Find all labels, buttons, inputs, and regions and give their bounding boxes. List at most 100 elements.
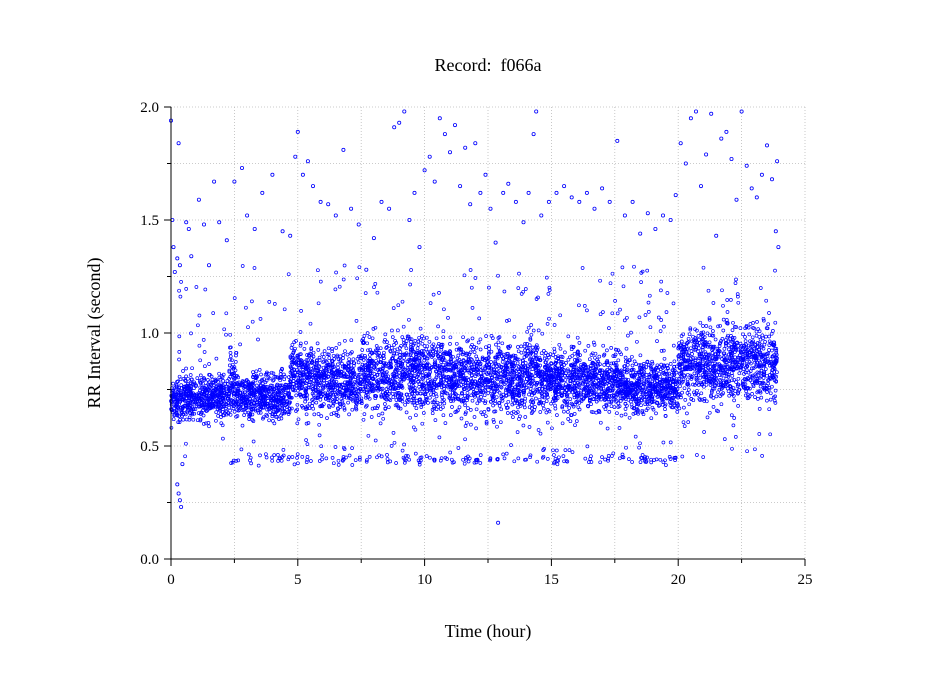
band-point-1077: [235, 380, 239, 385]
band-point-4696: [773, 388, 778, 393]
band-point-102: [186, 376, 190, 381]
band-point-328: [191, 400, 195, 404]
band-point-313: [189, 377, 194, 382]
band-point-2494: [428, 395, 432, 400]
band-point-1660: [304, 407, 308, 411]
band-point-1172: [297, 365, 302, 370]
band-point-1671: [356, 373, 361, 377]
band-point-2631: [479, 395, 483, 399]
band-point-1668: [335, 397, 339, 401]
band-point-596: [232, 377, 237, 382]
band-point-1187: [300, 372, 305, 377]
band-point-1685: [339, 382, 344, 387]
band-point-1069: [265, 403, 270, 408]
band-point-1607: [310, 391, 315, 396]
band-point-89: [170, 407, 174, 412]
band-point-2457: [383, 337, 387, 342]
band-point-830: [282, 411, 287, 416]
band-point-3065: [495, 389, 500, 393]
band-point-53: [174, 410, 179, 415]
band-point-4581: [675, 410, 680, 414]
band-point-3808: [538, 410, 543, 414]
band-point-1653: [340, 398, 345, 403]
band-point-2697: [484, 345, 488, 350]
band-point-67: [175, 402, 179, 407]
band-point-957: [266, 390, 271, 394]
band-point-522: [210, 391, 215, 396]
band-point-1651: [356, 386, 360, 390]
band-point-989: [287, 406, 292, 411]
band-point-3905: [573, 423, 577, 428]
band-point-2304: [415, 346, 420, 351]
band-point-4210: [625, 363, 630, 367]
band-point-4327: [623, 407, 628, 411]
band-point-1212: [289, 369, 294, 374]
band-point-3002: [450, 405, 454, 409]
band-point-1314: [336, 357, 341, 361]
band-point-3536: [540, 331, 545, 336]
band-point-1037: [263, 395, 267, 400]
band-point-343: [179, 409, 184, 414]
band-point-594: [229, 386, 233, 390]
band-point-1560: [326, 346, 331, 351]
band-point-4947: [704, 324, 709, 328]
band-point-834: [285, 399, 290, 403]
band-point-867: [253, 408, 258, 413]
band-point-587: [232, 391, 236, 395]
band-point-2463: [365, 341, 370, 346]
band-point-1307: [339, 369, 344, 374]
band-point-1147: [288, 395, 293, 400]
band-point-3692: [564, 382, 568, 386]
band-point-258: [181, 395, 186, 400]
band-point-3131: [457, 405, 462, 410]
band-point-279: [198, 412, 203, 416]
band-point-2352: [386, 405, 391, 410]
band-point-822: [267, 392, 272, 396]
band-point-1505: [347, 370, 352, 375]
band-point-1645: [344, 375, 349, 380]
band-point-4486: [657, 371, 662, 376]
band-point-4606: [707, 410, 712, 415]
band-point-4526: [647, 402, 652, 406]
band-point-1946: [383, 332, 388, 337]
band-point-1526: [334, 392, 338, 397]
band-point-558: [229, 402, 233, 407]
band-point-1323: [310, 401, 315, 405]
band-point-829: [262, 377, 266, 382]
band-point-1629: [356, 374, 361, 379]
band-point-1149: [300, 386, 304, 391]
band-point-998: [279, 407, 284, 411]
band-point-442: [220, 375, 225, 379]
band-point-1198: [294, 359, 299, 364]
band-point-1046: [280, 402, 285, 407]
band-point-2332: [390, 335, 395, 339]
band-point-1075: [243, 403, 248, 408]
band-point-1041: [238, 390, 243, 395]
band-point-1552: [318, 397, 323, 402]
band-point-273: [192, 411, 197, 416]
band-point-1039: [282, 372, 286, 377]
band-point-2894: [504, 403, 508, 407]
band-point-3539: [607, 383, 611, 387]
band-point-2157: [396, 328, 400, 333]
band-point-953: [256, 388, 260, 392]
band-point-3160: [482, 410, 487, 414]
band-point-4286: [658, 374, 663, 379]
band-point-832: [287, 401, 291, 406]
grid: [171, 106, 806, 559]
band-point-254: [206, 421, 211, 425]
band-point-1638: [352, 390, 357, 395]
band-point-1215: [291, 356, 296, 360]
band-point-1628: [354, 402, 359, 406]
band-point-2123: [370, 336, 375, 341]
band-point-4885: [756, 397, 760, 401]
band-point-2932: [482, 393, 487, 398]
band-point-992: [263, 395, 268, 399]
band-point-1609: [305, 353, 309, 357]
band-point-39: [174, 384, 179, 389]
band-point-575: [229, 384, 234, 388]
band-point-477: [218, 397, 223, 402]
band-point-727: [271, 371, 276, 376]
band-point-4582: [627, 415, 632, 420]
band-point-1078: [253, 407, 258, 412]
